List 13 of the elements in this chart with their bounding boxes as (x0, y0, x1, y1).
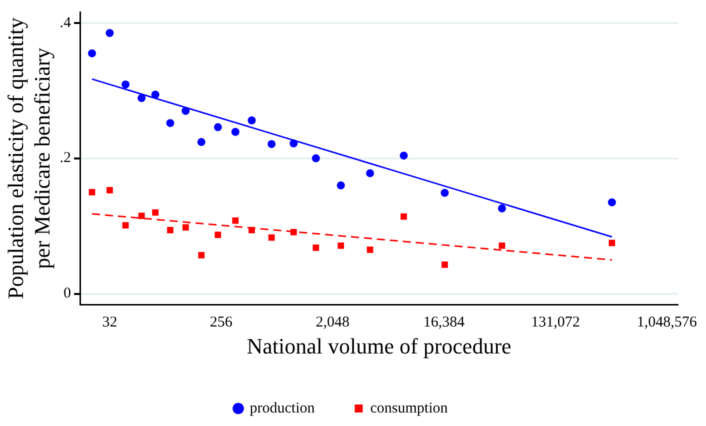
y-axis-title: Population elasticity of quantity per Medicare beneficiary (2, 17, 54, 300)
legend-label: consumption (370, 400, 448, 416)
x-tick-label: 131,072 (531, 314, 580, 331)
y-tick-label: .2 (60, 150, 72, 166)
legend-label: production (250, 400, 316, 416)
x-tick-label: 256 (210, 314, 233, 331)
x-tick-label: 2,048 (316, 314, 350, 331)
x-tick-label: 1,048,576 (636, 314, 698, 331)
x-tick-label: 32 (102, 314, 118, 331)
y-tick-label: .4 (60, 14, 72, 31)
x-axis-title: National volume of procedure (246, 334, 512, 359)
x-tick-label: 16,384 (423, 314, 466, 331)
y-tick-label: 0 (64, 286, 72, 302)
